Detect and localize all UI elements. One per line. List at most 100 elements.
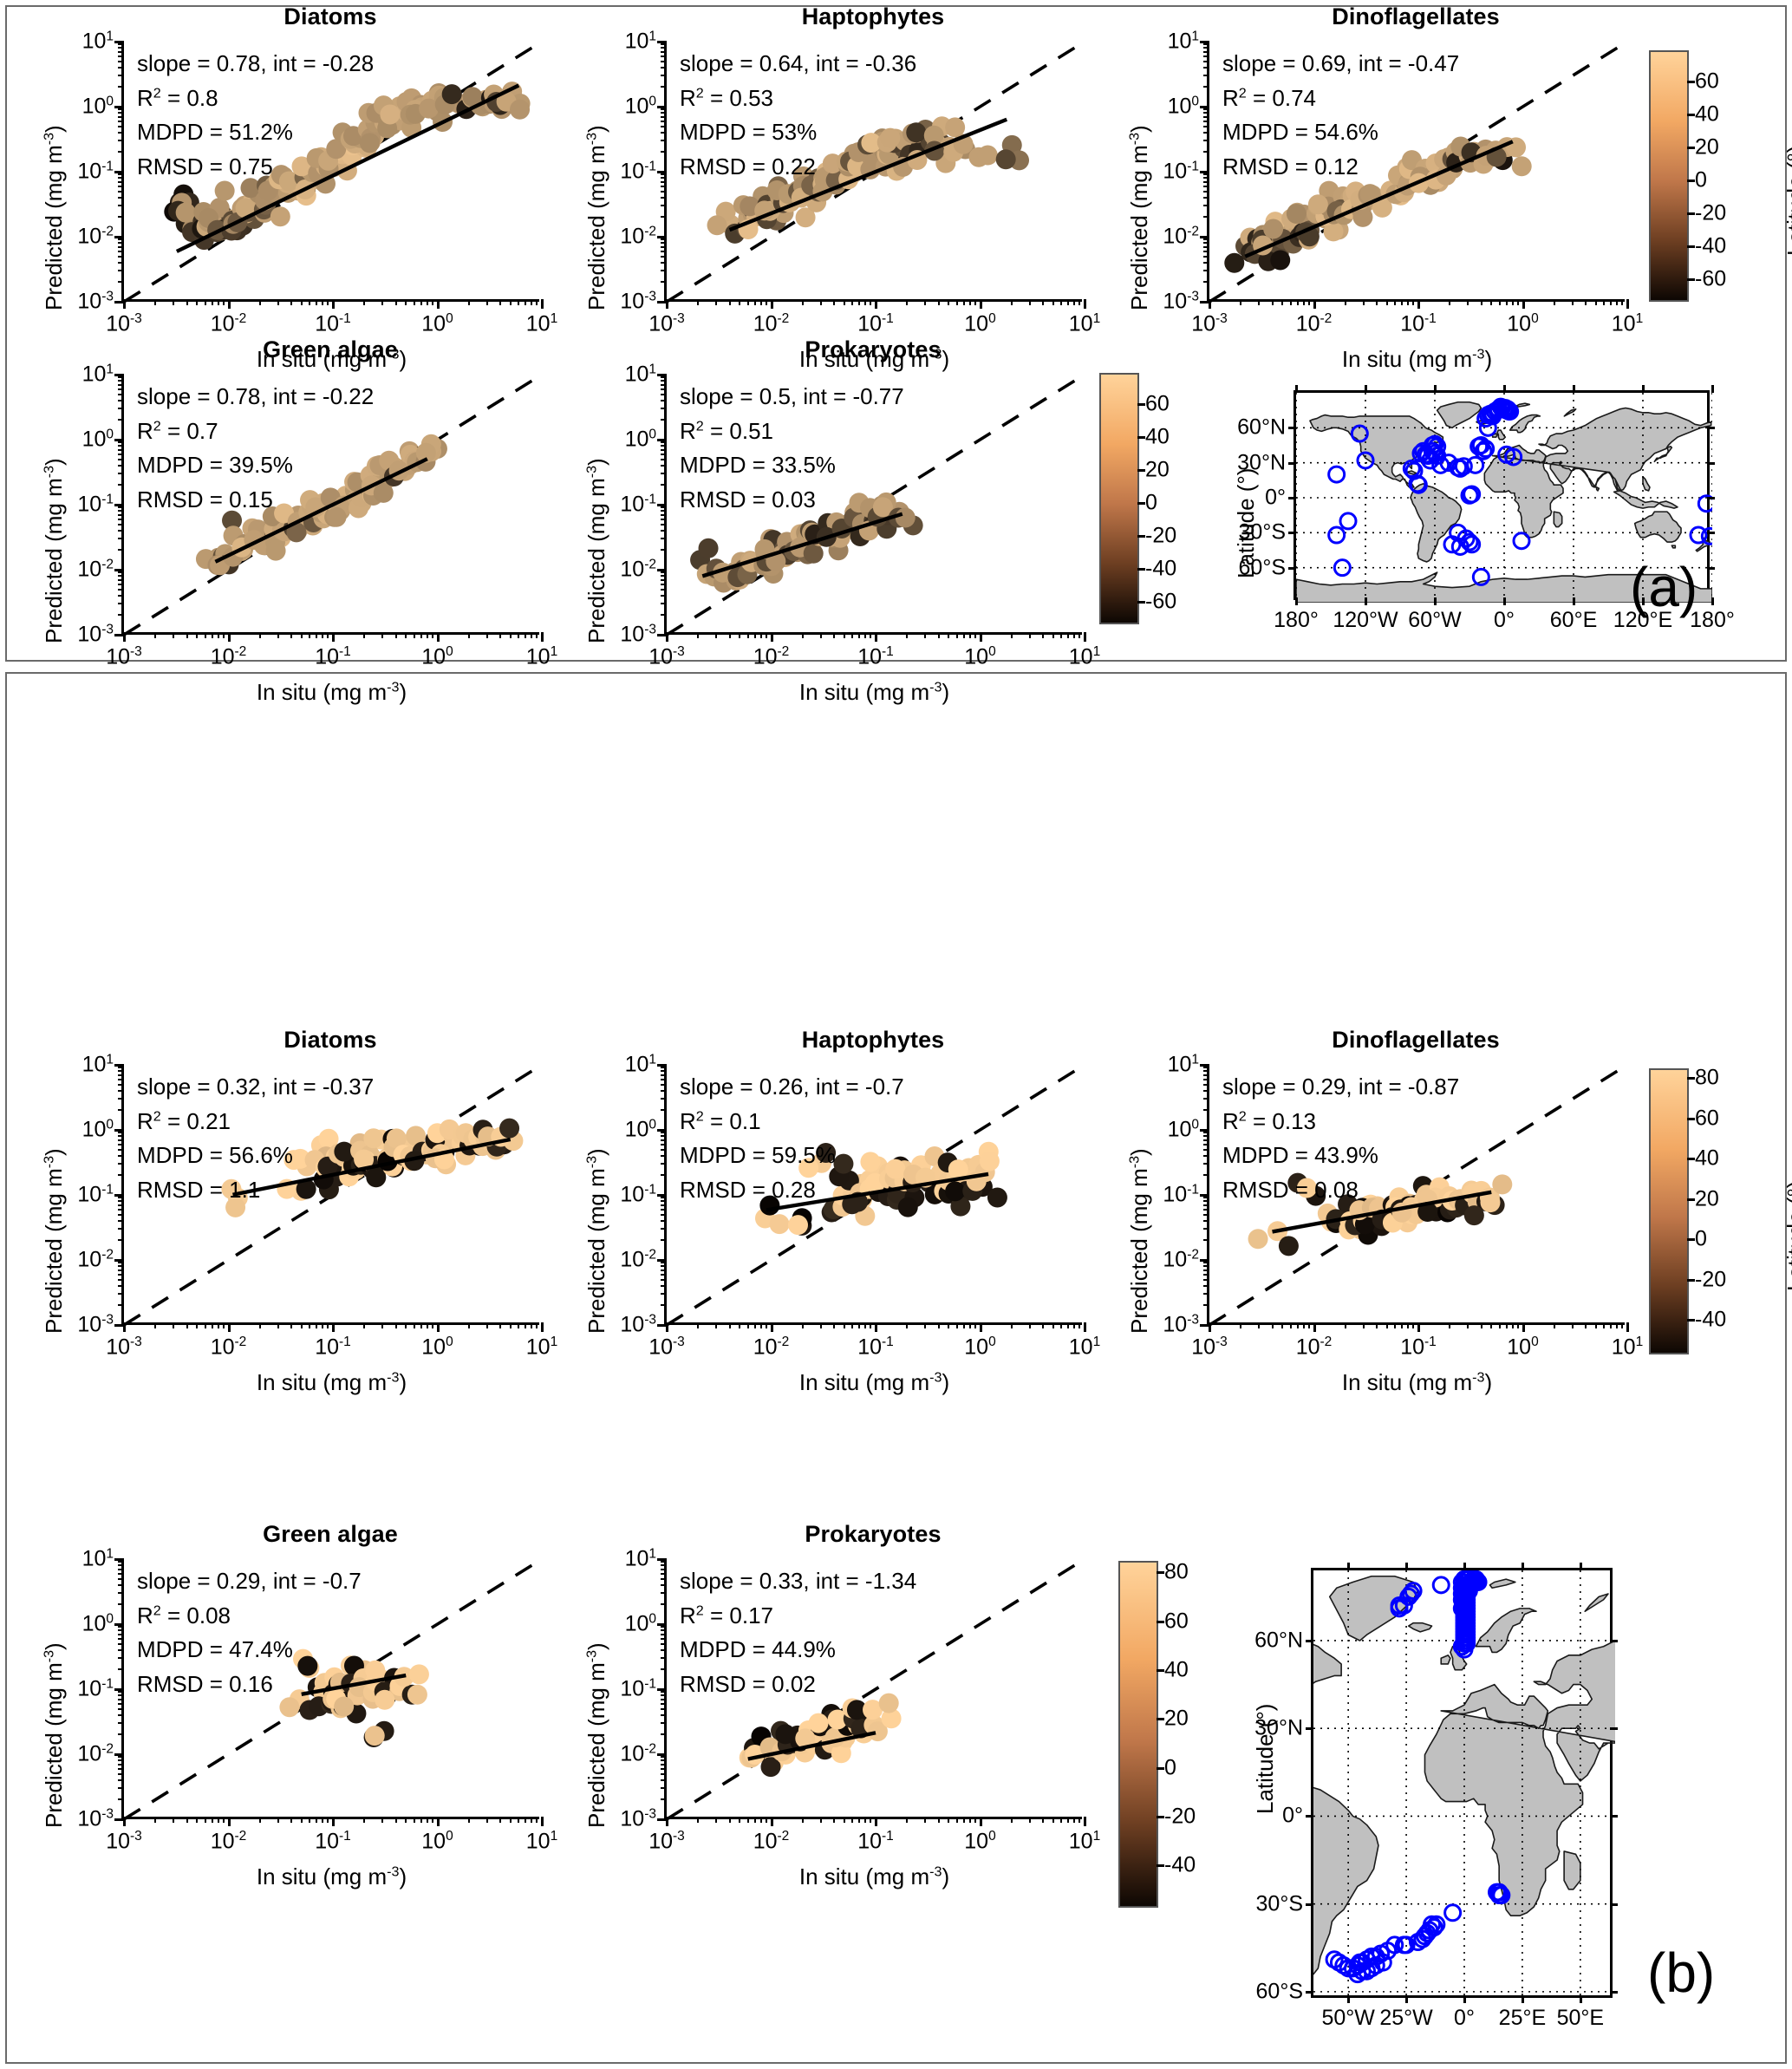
x-tick-label-2: 10-1	[857, 1335, 894, 1360]
station-marker	[1402, 459, 1421, 478]
y-tick-label-1: 10-2	[77, 557, 114, 582]
x-axis-label-b-dinoflagellates: In situ (mg m-3)	[1341, 1369, 1493, 1395]
x-minor-tick	[924, 632, 927, 638]
colorbar-a-top: 60 40 20 0 -20 -40 -60	[1649, 50, 1726, 302]
y-minor-tick	[118, 1779, 124, 1781]
y-tick-label-3: 100	[624, 1611, 656, 1636]
colorbar-tick-mark-6	[1157, 1864, 1164, 1868]
x-tick-mark-0	[666, 1322, 668, 1332]
y-minor-tick	[118, 453, 124, 455]
y-tick-mark-2	[114, 171, 124, 173]
data-point	[787, 1215, 808, 1236]
stat-slope-b-prokaryotes: slope = 0.33, int = -1.34	[680, 1568, 917, 1594]
y-minor-tick	[118, 419, 124, 421]
y-tick-mark-3	[657, 106, 667, 108]
x-minor-tick	[322, 632, 324, 638]
stat-mdpd-b-haptophytes: MDPD = 59.5%	[680, 1142, 836, 1169]
map-x-tick-4: 50°E	[1556, 2006, 1605, 2030]
y-minor-tick	[661, 1284, 667, 1287]
x-minor-tick	[858, 299, 861, 305]
y-minor-tick	[661, 458, 667, 460]
stat-slope-a-prokaryotes: slope = 0.5, int = -0.77	[680, 383, 904, 409]
x-minor-tick	[833, 1817, 836, 1823]
x-minor-tick	[1281, 299, 1284, 305]
x-minor-tick	[819, 1817, 822, 1823]
y-minor-tick	[118, 1642, 124, 1645]
data-point	[373, 482, 394, 503]
x-minor-tick	[405, 299, 407, 305]
y-minor-tick	[118, 185, 124, 187]
y-tick-label-0: 10-3	[620, 1806, 656, 1831]
x-minor-tick	[316, 299, 318, 305]
y-minor-tick	[118, 603, 124, 605]
plot-area-b-prokaryotes: 10-3 10-3 10-2 10-2 10-1 10-1 100 100 101 101 In s…	[583, 1546, 1100, 1890]
x-minor-tick	[1052, 632, 1054, 638]
map-x-tick-mark-top-2	[1434, 385, 1437, 393]
colorbar-b-bottom: 80 60 40 20 0 -20 -40	[1118, 1560, 1196, 1908]
y-tick-label-0: 10-3	[1163, 289, 1199, 314]
x-minor-tick	[833, 632, 836, 638]
y-axis-label-b-green-algae: Predicted (mg m-3)	[41, 1642, 67, 1828]
y-minor-tick	[1203, 1139, 1209, 1141]
data-point	[1352, 206, 1373, 227]
y-minor-tick	[661, 151, 667, 153]
x-tick-label-0: 10-3	[1191, 1335, 1228, 1360]
y-tick-label-2: 10-1	[1163, 1182, 1199, 1207]
x-minor-tick	[394, 632, 397, 638]
station-marker	[1489, 1883, 1509, 1902]
y-minor-tick	[661, 55, 667, 57]
x-minor-tick	[1610, 299, 1613, 305]
colorbar-tick-label-0: 60	[1695, 69, 1719, 94]
y-minor-tick	[661, 1262, 667, 1264]
y-minor-tick	[661, 1213, 667, 1216]
y-minor-tick	[661, 43, 667, 46]
y-tick-mark-3	[1200, 106, 1209, 108]
x-minor-tick	[525, 299, 527, 305]
stat-r2-b-haptophytes: R2 = 0.1	[680, 1107, 761, 1134]
x-minor-tick	[759, 1322, 762, 1328]
x-minor-tick	[211, 299, 213, 305]
y-tick-label-4: 101	[624, 29, 656, 54]
x-tick-mark-3	[979, 299, 982, 309]
y-minor-tick	[118, 1200, 124, 1203]
map-canvas-b	[1313, 1570, 1615, 2000]
y-tick-label-3: 100	[624, 94, 656, 119]
y-minor-tick	[661, 1089, 667, 1092]
subplot-b-green-algae: 10-3 10-3 10-2 10-2 10-1 10-1 100 100 101 101 In s…	[41, 1521, 557, 1890]
scatter-layer-a-haptophytes	[666, 40, 1085, 303]
stat-mdpd-b-diatoms: MDPD = 56.6%	[137, 1142, 293, 1169]
map-y-tick-4: 60°S	[1238, 555, 1286, 580]
x-tick-label-4: 101	[1068, 311, 1101, 336]
y-minor-tick	[1203, 60, 1209, 62]
colorbar-tick-mark-4	[1687, 212, 1695, 215]
y-minor-tick	[661, 205, 667, 207]
data-point	[297, 1655, 318, 1676]
x-tick-label-2: 10-1	[315, 1335, 351, 1360]
data-point	[775, 1724, 796, 1745]
x-tick-label-2: 10-1	[1400, 311, 1437, 336]
stat-rmsd-a-diatoms: RMSD = 0.75	[137, 153, 273, 179]
map-x-tick-mark-0	[1347, 1995, 1351, 2003]
y-minor-tick	[118, 1603, 124, 1606]
y-minor-tick	[118, 1648, 124, 1651]
colorbar-tick-label-3: 0	[1695, 167, 1707, 193]
y-minor-tick	[118, 529, 124, 532]
y-minor-tick	[661, 1564, 667, 1567]
y-tick-mark-2	[657, 1688, 667, 1691]
colorbar-tick-mark-5	[1687, 1278, 1695, 1282]
x-tick-mark-1	[770, 1322, 773, 1332]
x-minor-tick	[509, 1322, 512, 1328]
station-marker	[1443, 1903, 1463, 1922]
map-y-tick-mark-4	[1288, 566, 1296, 570]
plot-area-b-diatoms: 10-3 10-3 10-2 10-2 10-1 10-1 100 100 101 101 In s…	[41, 1052, 557, 1395]
y-minor-tick	[661, 115, 667, 118]
y-minor-tick	[661, 1561, 667, 1563]
x-minor-tick	[211, 1322, 213, 1328]
landmass	[1309, 414, 1444, 488]
x-minor-tick	[819, 299, 822, 305]
map-x-tick-mark-top-1	[1405, 1563, 1409, 1570]
y-tick-mark-1	[1200, 1259, 1209, 1262]
y-tick-mark-0	[1200, 301, 1209, 303]
data-point	[265, 540, 286, 561]
data-point	[375, 1689, 395, 1710]
